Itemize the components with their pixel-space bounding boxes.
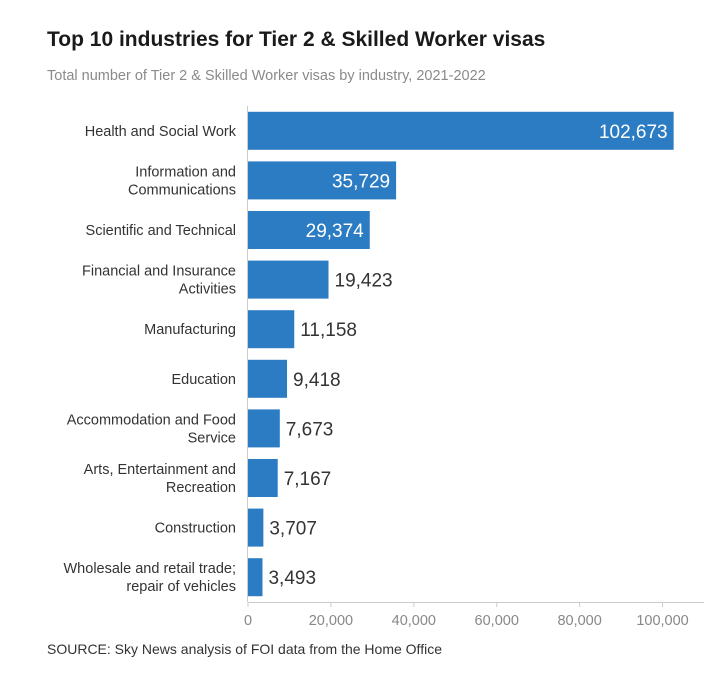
category-label-line: Construction xyxy=(155,521,236,537)
bar xyxy=(248,508,264,547)
category-label-line: Wholesale and retail trade; xyxy=(64,561,237,577)
x-tick-label: 100,000 xyxy=(636,613,688,629)
category-label: Wholesale and retail trade; repair of veh… xyxy=(64,561,237,595)
category-label: Construction xyxy=(155,521,236,537)
category-label: Arts, Entertainment and Recreation xyxy=(84,462,236,496)
value-label: 19,423 xyxy=(335,271,393,292)
category-label-line: Financial and Insurance xyxy=(82,264,236,280)
x-tick-label: 0 xyxy=(244,613,252,629)
category-label-line: Manufacturing xyxy=(144,322,236,338)
bar xyxy=(248,409,280,448)
bar xyxy=(248,359,288,398)
value-label: 3,707 xyxy=(269,519,317,540)
x-tick-label: 60,000 xyxy=(475,613,519,629)
chart-title: Top 10 industries for Tier 2 & Skilled W… xyxy=(47,28,546,51)
value-label: 35,729 xyxy=(332,171,390,192)
value-label: 7,167 xyxy=(284,469,332,490)
category-label-line: Health and Social Work xyxy=(85,124,237,140)
category-label: Accommodation and Food Service xyxy=(67,412,236,446)
value-label: 9,418 xyxy=(293,370,341,391)
category-label-line: Activities xyxy=(179,282,236,298)
chart-subtitle: Total number of Tier 2 & Skilled Worker … xyxy=(47,68,486,84)
category-label-line: Service xyxy=(188,430,236,446)
category-label-line: Information and xyxy=(135,164,236,180)
category-label-line: repair of vehicles xyxy=(126,579,236,595)
value-label: 29,374 xyxy=(306,221,365,242)
category-label: Financial and Insurance Activities xyxy=(82,264,236,298)
category-label: Education xyxy=(172,372,237,388)
x-tick-label: 20,000 xyxy=(309,613,353,629)
x-tick-label: 80,000 xyxy=(557,613,601,629)
category-label-line: Education xyxy=(172,372,237,388)
bar xyxy=(248,310,295,349)
value-label: 102,673 xyxy=(599,122,668,143)
category-label-line: Scientific and Technical xyxy=(86,223,236,239)
bar xyxy=(248,161,397,200)
bar xyxy=(248,211,370,249)
bar xyxy=(248,260,329,299)
source-note: SOURCE: Sky News analysis of FOI data fr… xyxy=(47,641,442,657)
bar xyxy=(248,459,278,497)
x-tick-label: 40,000 xyxy=(392,613,436,629)
value-label: 3,493 xyxy=(268,568,316,589)
category-label: Manufacturing xyxy=(144,322,236,338)
category-label: Health and Social Work xyxy=(85,124,237,140)
value-label: 7,673 xyxy=(286,419,334,440)
bar xyxy=(248,558,263,597)
category-label-line: Accommodation and Food xyxy=(67,412,236,428)
value-label: 11,158 xyxy=(300,320,357,341)
category-label-line: Recreation xyxy=(166,480,236,496)
bar xyxy=(248,111,674,150)
category-label-line: Arts, Entertainment and xyxy=(84,462,236,478)
category-label-line: Communications xyxy=(128,182,236,198)
category-label: Scientific and Technical xyxy=(86,223,236,239)
category-label: Information and Communications xyxy=(128,164,236,198)
